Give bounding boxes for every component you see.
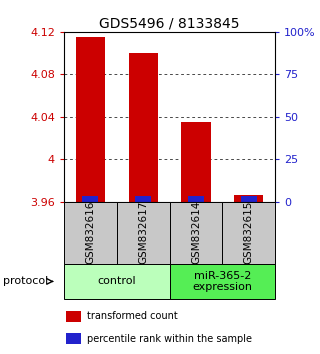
Bar <box>170 202 222 264</box>
Bar <box>117 202 170 264</box>
Text: GSM832616: GSM832616 <box>85 201 95 264</box>
Bar <box>76 37 105 202</box>
Bar <box>234 195 263 202</box>
Bar <box>64 202 117 264</box>
Text: miR-365-2
expression: miR-365-2 expression <box>192 270 252 292</box>
Text: protocol: protocol <box>3 276 48 286</box>
Bar <box>170 264 275 299</box>
Bar <box>135 196 151 202</box>
Bar <box>83 196 98 202</box>
Text: control: control <box>98 276 136 286</box>
Title: GDS5496 / 8133845: GDS5496 / 8133845 <box>99 17 240 31</box>
Text: GSM832615: GSM832615 <box>244 201 254 264</box>
Bar <box>129 53 158 202</box>
Text: GSM832617: GSM832617 <box>138 201 148 264</box>
Bar <box>222 202 275 264</box>
Bar <box>64 264 170 299</box>
Text: GSM832614: GSM832614 <box>191 201 201 264</box>
Text: percentile rank within the sample: percentile rank within the sample <box>87 333 252 344</box>
Bar <box>188 196 204 202</box>
Bar <box>66 311 81 322</box>
Bar <box>66 333 81 344</box>
Bar <box>241 196 257 202</box>
Bar <box>181 122 211 202</box>
Text: transformed count: transformed count <box>87 311 178 321</box>
